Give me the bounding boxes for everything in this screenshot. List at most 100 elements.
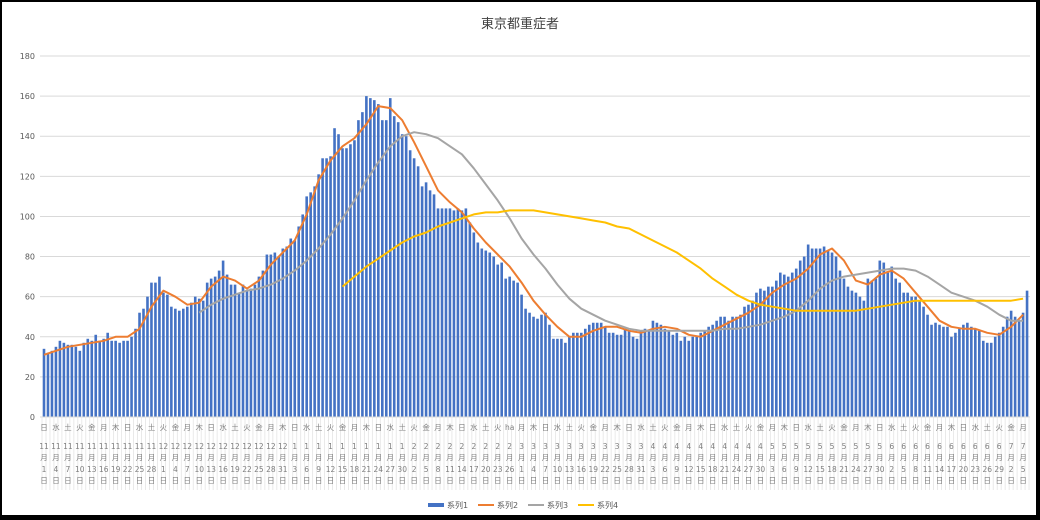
x-tick-label: 火 11 月 10 日 (75, 423, 85, 485)
x-tick-label: 金 11 月 13 日 (87, 422, 97, 485)
x-label-part: 水 (804, 422, 812, 432)
x-label-part: 月 (769, 423, 777, 432)
x-label-part: 月 (160, 453, 168, 462)
x-tick-label: 日 5 月 9 日 (792, 423, 800, 485)
x-label-part: 日 (733, 476, 741, 485)
x-label-part: 月 (876, 453, 884, 462)
x-label-part: 2 (471, 442, 476, 451)
bar (154, 282, 157, 417)
x-label-part: 月 (1007, 453, 1015, 462)
x-label-part: 月 (995, 453, 1003, 462)
bar (564, 342, 567, 417)
x-label-part: 3 (651, 465, 656, 474)
legend-label: 系列4 (597, 500, 618, 510)
bar (416, 166, 420, 417)
bar (134, 328, 137, 417)
x-label-part: 月 (613, 453, 621, 462)
x-label-part: 月 (649, 453, 657, 462)
y-tick-label: 180 (20, 52, 35, 61)
bar (962, 324, 965, 417)
x-label-part: 2 (483, 442, 488, 451)
x-label-part: 月 (267, 423, 275, 432)
x-label-part: 日 (995, 476, 1003, 485)
bar (591, 322, 595, 417)
x-tick-label: 月 12 月 7 日 (183, 423, 193, 485)
x-label-part: 火 (327, 423, 335, 432)
x-label-part: 月 (482, 453, 490, 462)
x-label-part: 日 (482, 476, 490, 485)
bar (826, 250, 830, 417)
x-label-part: 8 (436, 465, 441, 474)
x-label-part: 火 (828, 423, 836, 432)
bar (910, 296, 913, 417)
bar (162, 292, 165, 417)
x-label-part: 木 (446, 422, 454, 432)
bar (492, 256, 496, 417)
bar (532, 316, 535, 417)
line-series4 (341, 209, 1024, 312)
x-label-part: 日 (840, 476, 848, 485)
x-label-part: 月 (506, 453, 514, 462)
x-label-part: 15 (815, 465, 825, 474)
bar (500, 262, 503, 417)
x-label-part: 日 (291, 423, 299, 432)
x-label-part: 月 (64, 453, 72, 462)
x-tick-label: 日 5 月 30 日 (875, 423, 885, 485)
bar (576, 332, 579, 417)
x-label-part: 月 (733, 453, 741, 462)
x-label-part: 月 (530, 453, 538, 462)
bar (902, 292, 905, 417)
x-label-part: 日 (625, 476, 633, 485)
bar (110, 340, 113, 417)
bar (779, 272, 782, 417)
x-label-part: 15 (338, 465, 348, 474)
bar (1001, 326, 1005, 417)
bar (739, 314, 742, 417)
x-label-part: 3 (519, 442, 524, 451)
bar (420, 186, 424, 417)
x-label-part: 月 (936, 423, 944, 432)
x-label-part: 3 (579, 442, 584, 451)
bar (317, 174, 320, 417)
x-label-part: 22 (242, 465, 252, 474)
x-label-part: 2 (412, 465, 417, 474)
bar (946, 326, 949, 417)
bar (544, 312, 547, 417)
x-label-part: 月 (363, 453, 371, 462)
x-label-part: 17 (947, 465, 957, 474)
x-label-part: 日 (40, 476, 48, 485)
x-label-part: 日 (160, 476, 168, 485)
bar (942, 326, 945, 417)
x-tick-label: 金 12 月 4 日 (171, 422, 181, 485)
bar (209, 278, 213, 417)
bar (671, 334, 675, 417)
x-label-part: 水 (554, 422, 562, 432)
x-tick-label: 木 3 月 4 日 (530, 422, 538, 485)
x-label-part: 日 (303, 476, 311, 485)
bar (90, 340, 94, 417)
x-tick-label: 土 4 月 24 日 (732, 422, 742, 485)
bar (82, 342, 86, 417)
bar (158, 276, 161, 417)
x-label-part: 水 (888, 422, 896, 432)
x-tick-label: 火 6 月 8 日 (912, 423, 920, 485)
bar (822, 246, 826, 417)
x-label-part: 月 (685, 423, 693, 432)
bar (245, 290, 249, 417)
bar (894, 278, 898, 417)
x-label-part: 月 (936, 453, 944, 462)
bar (556, 338, 559, 417)
bar (54, 346, 58, 417)
bar (580, 332, 583, 417)
x-label-part: 月 (88, 453, 96, 462)
x-label-part: 28 (266, 465, 276, 474)
x-label-part: 4 (531, 465, 536, 474)
x-label-part: 11 (923, 465, 933, 474)
x-label-part: 木 (363, 422, 371, 432)
bar (424, 182, 428, 417)
x-label-part: 4 (54, 465, 59, 474)
x-label-part: 土 (733, 422, 741, 432)
x-label-part: 19 (111, 465, 121, 474)
x-label-part: 月 (673, 453, 681, 462)
x-label-part: 5 (842, 442, 847, 451)
